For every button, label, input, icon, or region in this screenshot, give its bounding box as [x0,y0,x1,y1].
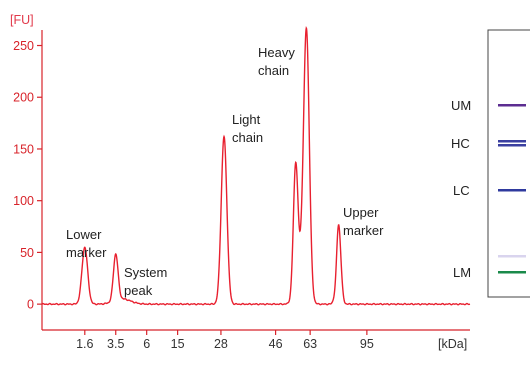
y-tick-label: 100 [13,194,34,208]
y-tick-label: 50 [20,246,34,260]
gel-label-hc: HC [451,136,470,151]
heavy-chain-annotation: Heavy chain [258,45,298,78]
lower-marker-annotation: Lower marker [66,227,107,260]
gel-band-hc-2 [498,144,526,147]
x-axis-unit: [kDa] [438,337,467,351]
gel-label-lm: LM [453,265,471,280]
series-trace [41,26,471,306]
gel-label-um: UM [451,98,471,113]
y-tick-label: 250 [13,39,34,53]
x-tick-label: 15 [171,337,185,351]
gel-band-lc [498,189,526,192]
gel-label-lc: LC [453,183,470,198]
x-tick-label: 6 [143,337,150,351]
system-peak-annotation: System peak [124,265,171,298]
gel-panel [487,29,530,298]
gel-band-hc-1 [498,140,526,143]
y-ticks: 0 50 100 150 200 250 [13,39,42,312]
y-tick-label: 200 [13,91,34,105]
upper-marker-annotation: Upper marker [343,205,384,238]
x-ticks: 1.6 3.5 6 15 28 46 63 95 [76,330,374,351]
x-tick-label: 1.6 [76,337,93,351]
x-tick-label: 63 [303,337,317,351]
x-tick-label: 95 [360,337,374,351]
gel-band-um [498,104,526,107]
gel-frame [487,29,530,298]
gel-band-faint [498,255,526,258]
y-tick-label: 0 [27,298,34,312]
x-tick-label: 28 [214,337,228,351]
y-axis-unit: [FU] [10,13,34,27]
x-tick-label: 3.5 [107,337,124,351]
x-tick-label: 46 [269,337,283,351]
y-tick-label: 150 [13,142,34,156]
light-chain-annotation: Light chain [232,112,264,145]
gel-band-lm [498,271,526,274]
